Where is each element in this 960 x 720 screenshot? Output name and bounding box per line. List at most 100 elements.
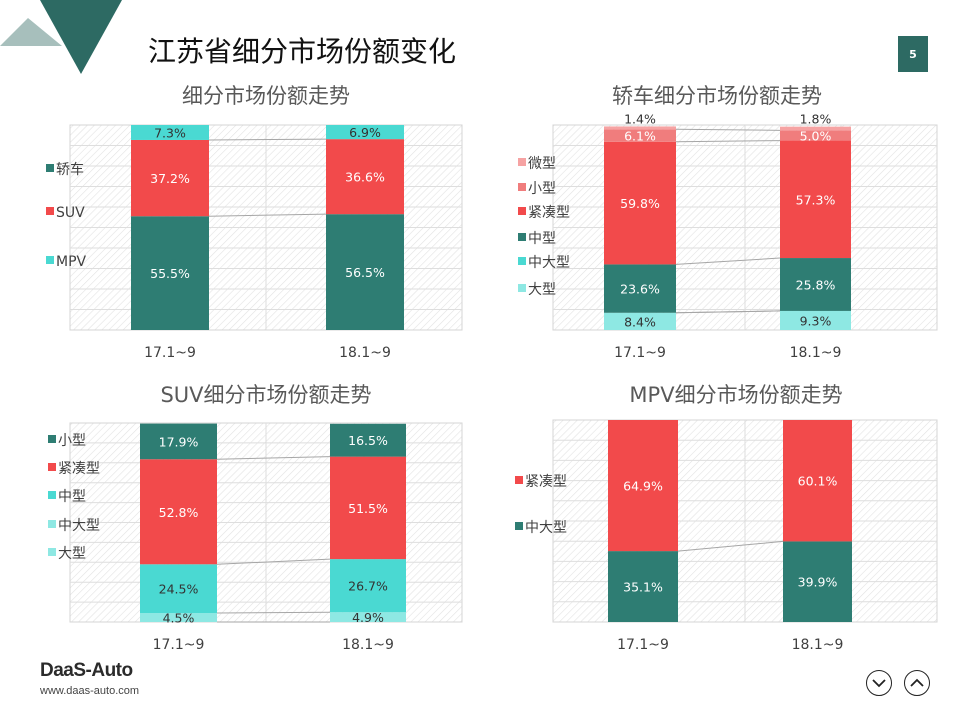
category-label: 18.1~9 <box>339 345 391 361</box>
bar-segment <box>604 264 676 313</box>
series-line <box>208 213 327 217</box>
data-label: 23.6% <box>620 282 660 297</box>
legend-swatch <box>48 491 56 499</box>
bar-segment <box>780 130 851 141</box>
data-label: 64.9% <box>623 479 663 494</box>
bar-segment <box>330 612 406 622</box>
legend-swatch <box>518 233 526 241</box>
data-label: 55.5% <box>150 266 190 281</box>
legend-swatch <box>46 207 54 215</box>
data-label: 60.1% <box>798 474 838 489</box>
bar-segment <box>131 139 209 217</box>
chart-title: 细分市场份额走势 <box>182 84 350 108</box>
legend-item: 紧凑型 <box>58 460 100 477</box>
data-label: 36.6% <box>345 170 385 185</box>
bar-segment <box>131 216 209 330</box>
bar-segment <box>330 456 406 560</box>
bar-segment <box>604 312 676 330</box>
data-label: 1.4% <box>624 111 656 126</box>
series-line <box>675 128 781 131</box>
bar-segment <box>326 139 404 215</box>
legend-item: 紧凑型 <box>525 473 567 490</box>
category-label: 18.1~9 <box>790 345 842 361</box>
legend-item: 小型 <box>58 433 86 449</box>
legend-item: 中大型 <box>525 520 567 536</box>
legend-item: 小型 <box>528 181 556 197</box>
data-label: 6.1% <box>624 129 656 144</box>
category-label: 18.1~9 <box>342 637 394 653</box>
data-label: 4.5% <box>163 611 195 626</box>
data-label: 26.7% <box>348 579 388 594</box>
legend-swatch <box>48 548 56 556</box>
legend-swatch <box>518 183 526 191</box>
legend-swatch <box>46 256 54 264</box>
legend-swatch <box>515 476 523 484</box>
chart-title: 轿车细分市场份额走势 <box>612 84 822 108</box>
series-line <box>675 310 781 314</box>
bar-segment <box>604 126 676 130</box>
legend-swatch <box>518 158 526 166</box>
company-logo: DaaS-Auto <box>40 660 133 681</box>
legend-item: 微型 <box>528 156 556 172</box>
bar-segment <box>140 459 217 565</box>
legend-item: 大型 <box>58 546 86 562</box>
series-line <box>677 540 784 552</box>
bar-segment <box>783 541 852 622</box>
category-label: 17.1~9 <box>614 345 666 361</box>
chevron-up-circle-icon[interactable] <box>904 670 930 696</box>
bar-segment <box>140 423 217 460</box>
legend-item: 紧凑型 <box>528 204 570 221</box>
legend-swatch <box>48 520 56 528</box>
chart-title: MPV细分市场份额走势 <box>629 383 842 407</box>
data-label: 56.5% <box>345 265 385 280</box>
data-label: 25.8% <box>796 277 836 292</box>
legend-item: 大型 <box>528 282 556 298</box>
bar-segment <box>330 423 406 457</box>
legend-item: MPV <box>56 254 87 270</box>
data-label: 4.9% <box>352 610 384 625</box>
data-label: 57.3% <box>796 192 836 207</box>
legend-swatch <box>518 207 526 215</box>
chart-3: SUV细分市场份额走势 4.5% 24.5% 52.8% 17.9% 4.9% 26.7% 5… <box>48 383 463 653</box>
bar-segment <box>140 564 217 614</box>
bar-segment <box>140 613 217 622</box>
series-line <box>216 456 331 460</box>
legend-swatch <box>46 164 54 172</box>
series-line <box>216 611 331 614</box>
data-label: 59.8% <box>620 196 660 211</box>
data-label: 9.3% <box>800 313 832 328</box>
data-label: 51.5% <box>348 501 388 516</box>
legend-item: 轿车 <box>56 161 84 178</box>
data-label: 1.8% <box>800 112 832 127</box>
bar-segment <box>780 140 851 259</box>
category-label: 17.1~9 <box>617 637 669 653</box>
data-label: 24.5% <box>159 582 199 597</box>
bar-segment <box>780 310 851 330</box>
data-label: 35.1% <box>623 580 663 595</box>
series-line <box>216 558 331 565</box>
data-label: 39.9% <box>798 575 838 590</box>
chart-title: SUV细分市场份额走势 <box>160 383 371 407</box>
bar-segment <box>131 125 209 140</box>
data-label: 6.9% <box>349 125 381 140</box>
chevron-down-circle-icon[interactable] <box>866 670 892 696</box>
bar-segment <box>330 559 406 613</box>
footer-url[interactable]: www.daas-auto.com <box>40 685 140 697</box>
series-line <box>675 140 781 143</box>
series-line <box>675 257 781 265</box>
legend-swatch <box>515 522 523 530</box>
legend-item: SUV <box>56 205 85 221</box>
bar-segment <box>604 141 676 265</box>
data-label: 52.8% <box>159 505 199 520</box>
chart-4: MPV细分市场份额走势 35.1% 64.9% 39.9% 60.1% 17.1~9 18.… <box>515 383 938 653</box>
series-line <box>208 138 327 141</box>
category-label: 17.1~9 <box>153 637 205 653</box>
bar-segment <box>604 129 676 142</box>
data-label: 17.9% <box>159 434 199 449</box>
bar-segment <box>608 420 678 552</box>
page-number: 5 <box>898 36 928 72</box>
data-label: 8.4% <box>624 314 656 329</box>
data-label: 5.0% <box>800 128 832 143</box>
legend-swatch <box>48 435 56 443</box>
